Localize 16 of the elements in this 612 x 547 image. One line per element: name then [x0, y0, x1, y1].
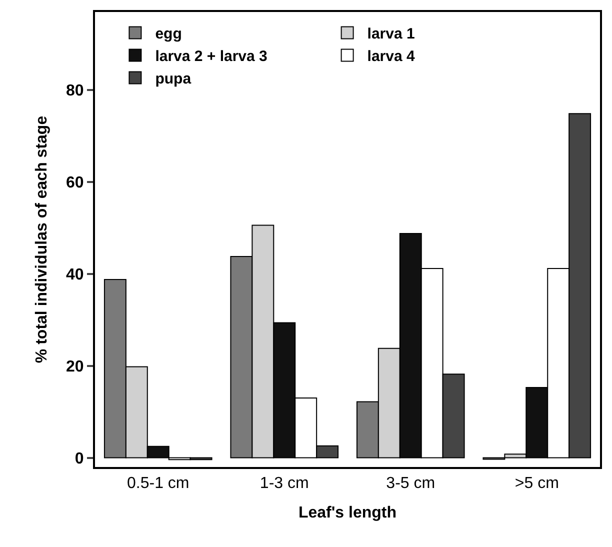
y-tick-label: 40 [66, 266, 84, 284]
y-tick-label: 80 [66, 82, 84, 100]
y-tick-label: 0 [74, 450, 84, 468]
x-tick-label: >5 cm [514, 475, 559, 492]
legend-label: larva 1 [367, 26, 415, 43]
x-axis-title: Leaf's length [298, 504, 397, 522]
legend-label: larva 4 [367, 48, 416, 66]
legend-label: pupa [155, 70, 192, 88]
legend-label: larva 2 + larva 3 [155, 48, 268, 66]
legend-label: egg [155, 26, 182, 43]
y-axis-title: % total individulas of each stage [33, 116, 50, 364]
x-tick-label: 3-5 cm [386, 475, 436, 492]
y-tick-label: 20 [66, 358, 84, 376]
x-tick-label: 1-3 cm [260, 475, 309, 492]
x-tick-label: 0.5-1 cm [127, 475, 190, 492]
y-tick-label: 60 [66, 174, 84, 192]
